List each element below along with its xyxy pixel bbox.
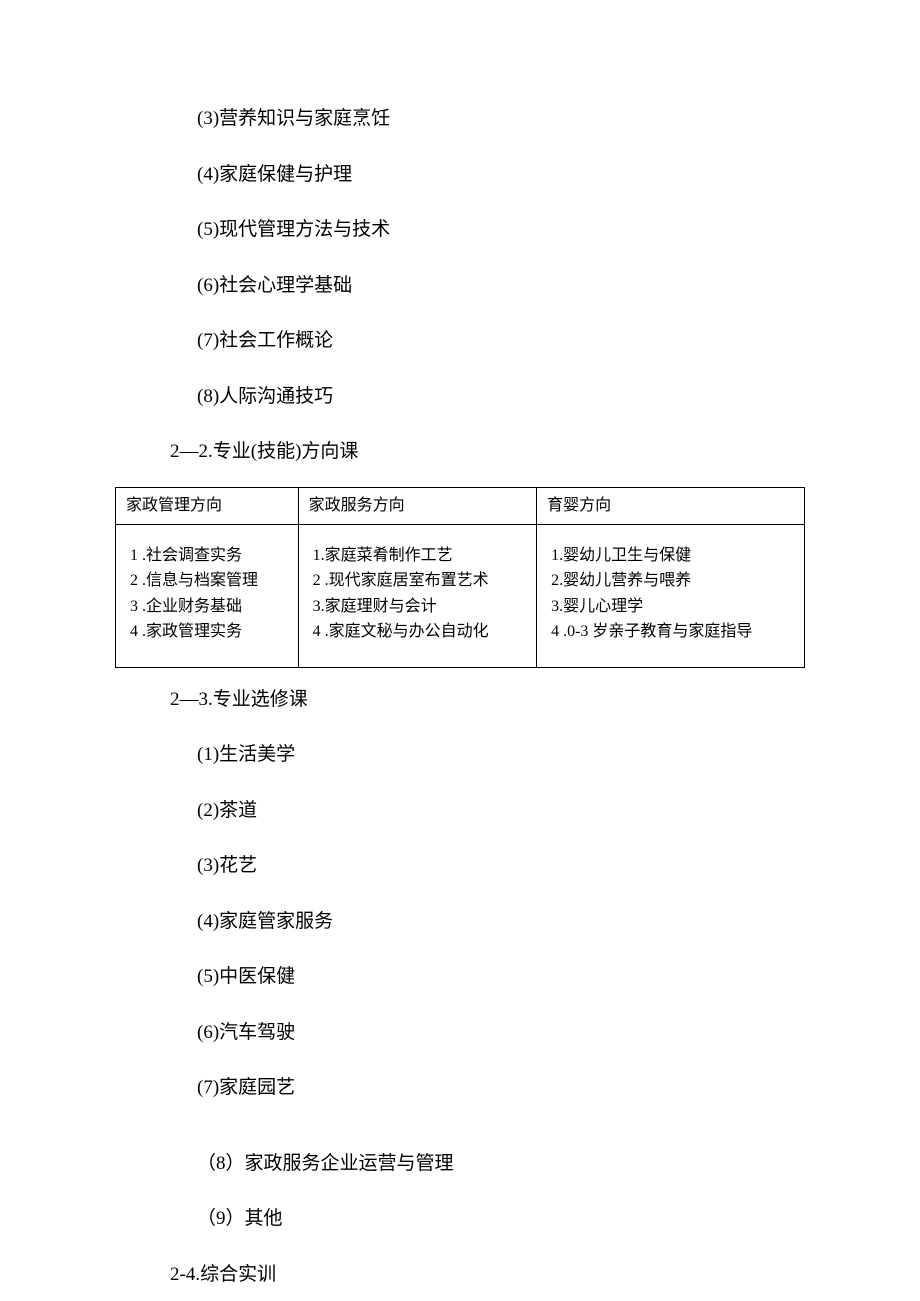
table-header-cell: 家政管理方向 bbox=[116, 487, 299, 524]
section-2-2-heading: 2—2.专业(技能)方向课 bbox=[115, 438, 805, 467]
section-2-3-list: (1)生活美学 (2)茶道 (3)花艺 (4)家庭管家服务 (5)中医保健 (6… bbox=[115, 741, 805, 1234]
cell-line: 4 .家政管理实务 bbox=[130, 619, 284, 645]
list-item: (5)现代管理方法与技术 bbox=[115, 216, 805, 245]
section-2-4-heading: 2-4.综合实训 bbox=[115, 1261, 805, 1290]
spacer bbox=[115, 1130, 805, 1150]
list-item: (3)花艺 bbox=[115, 852, 805, 881]
table-header-cell: 家政服务方向 bbox=[298, 487, 536, 524]
list-item: (6)汽车驾驶 bbox=[115, 1019, 805, 1048]
list-item: (7)社会工作概论 bbox=[115, 327, 805, 356]
table-cell: 1.家庭菜肴制作工艺 2 .现代家庭居室布置艺术 3.家庭理财与会计 4 .家庭… bbox=[298, 524, 536, 667]
list-item: (3)营养知识与家庭烹饪 bbox=[115, 105, 805, 134]
table-header-row: 家政管理方向 家政服务方向 育婴方向 bbox=[116, 487, 805, 524]
table-cell: 1 .社会调查实务 2 .信息与档案管理 3 .企业财务基础 4 .家政管理实务 bbox=[116, 524, 299, 667]
cell-line: 2 .信息与档案管理 bbox=[130, 568, 284, 594]
list-item: (6)社会心理学基础 bbox=[115, 272, 805, 301]
list-item: (7)家庭园艺 bbox=[115, 1074, 805, 1103]
list-item: (4)家庭管家服务 bbox=[115, 908, 805, 937]
list-item: (8)人际沟通技巧 bbox=[115, 383, 805, 412]
list-item: (5)中医保健 bbox=[115, 963, 805, 992]
list-item: （9）其他 bbox=[115, 1205, 805, 1234]
cell-line: 1.婴幼儿卫生与保健 bbox=[551, 543, 790, 569]
cell-line: 4 .家庭文秘与办公自动化 bbox=[313, 619, 522, 645]
cell-line: 4 .0-3 岁亲子教育与家庭指导 bbox=[551, 619, 790, 645]
cell-line: 1 .社会调查实务 bbox=[130, 543, 284, 569]
direction-courses-table: 家政管理方向 家政服务方向 育婴方向 1 .社会调查实务 2 .信息与档案管理 … bbox=[115, 487, 805, 668]
list-item: (1)生活美学 bbox=[115, 741, 805, 770]
cell-line: 3.婴儿心理学 bbox=[551, 594, 790, 620]
cell-line: 3.家庭理财与会计 bbox=[313, 594, 522, 620]
list-item: (2)茶道 bbox=[115, 797, 805, 826]
list-item: （8）家政服务企业运营与管理 bbox=[115, 1150, 805, 1179]
section-2-3-heading: 2—3.专业选修课 bbox=[115, 686, 805, 715]
upper-list-block: (3)营养知识与家庭烹饪 (4)家庭保健与护理 (5)现代管理方法与技术 (6)… bbox=[115, 105, 805, 411]
cell-line: 2 .现代家庭居室布置艺术 bbox=[313, 568, 522, 594]
table-row: 1 .社会调查实务 2 .信息与档案管理 3 .企业财务基础 4 .家政管理实务… bbox=[116, 524, 805, 667]
list-item: (4)家庭保健与护理 bbox=[115, 161, 805, 190]
cell-line: 3 .企业财务基础 bbox=[130, 594, 284, 620]
cell-line: 2.婴幼儿营养与喂养 bbox=[551, 568, 790, 594]
table-cell: 1.婴幼儿卫生与保健 2.婴幼儿营养与喂养 3.婴儿心理学 4 .0-3 岁亲子… bbox=[537, 524, 805, 667]
table-header-cell: 育婴方向 bbox=[537, 487, 805, 524]
cell-line: 1.家庭菜肴制作工艺 bbox=[313, 543, 522, 569]
